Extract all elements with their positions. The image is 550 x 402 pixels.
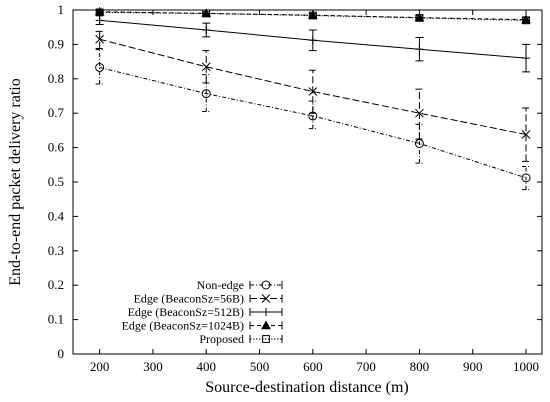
y-tick-label: 0.1 — [48, 312, 64, 327]
legend-errorbar-cap — [249, 321, 283, 330]
data-point — [415, 14, 424, 22]
data-point — [308, 11, 317, 20]
legend-errorbar-cap — [249, 335, 283, 343]
x-tick-label: 200 — [90, 359, 110, 374]
x-tick-label: 300 — [143, 359, 163, 374]
x-tick-label: 1000 — [513, 359, 539, 374]
error-bar — [415, 15, 424, 21]
error-bar — [95, 49, 104, 85]
error-bar — [415, 123, 424, 164]
legend-errorbar-cap — [249, 294, 283, 303]
legend-marker — [261, 280, 271, 290]
y-tick-label: 0.5 — [48, 174, 64, 189]
series-1 — [95, 30, 531, 162]
legend-errorbar-cap — [249, 281, 283, 289]
legend-label: Non-edge — [197, 278, 244, 292]
y-tick-label: 0.2 — [48, 277, 64, 292]
error-bar — [202, 11, 211, 16]
legend-label: Edge (BeaconSz=512B) — [128, 305, 244, 319]
error-bar — [95, 10, 104, 15]
data-point — [95, 16, 104, 25]
data-point — [521, 173, 531, 183]
data-point — [201, 89, 211, 99]
legend-marker — [262, 308, 270, 316]
series-4 — [95, 8, 531, 25]
series-line — [99, 11, 527, 21]
data-point — [201, 62, 211, 72]
data-point — [308, 36, 317, 45]
x-axis-label: Source-destination distance (m) — [205, 379, 409, 396]
error-bar — [522, 166, 531, 191]
y-tick-label: 1 — [58, 2, 65, 17]
y-tick-label: 0.4 — [48, 208, 65, 223]
y-tick-label: 0.9 — [48, 36, 64, 51]
series-layer — [94, 6, 531, 191]
y-axis-label: End-to-end packet delivery ratio — [7, 78, 24, 285]
series-2 — [95, 14, 531, 73]
y-tick-label: 0 — [58, 346, 65, 361]
legend-label: Edge (BeaconSz=56B) — [134, 292, 244, 306]
data-point — [522, 16, 530, 25]
legend-label: Edge (BeaconSz=1024B) — [122, 319, 244, 333]
legend-label: Proposed — [199, 332, 244, 346]
data-point — [522, 54, 531, 63]
data-point — [415, 108, 424, 118]
data-point — [307, 10, 318, 19]
data-point — [202, 9, 211, 18]
legend-marker — [262, 335, 270, 343]
y-tick-label: 0.6 — [48, 140, 65, 155]
x-tick-label: 400 — [196, 359, 216, 374]
y-tick-label: 0.8 — [48, 71, 64, 86]
y-tick-label: 0.3 — [48, 243, 64, 258]
legend-errorbar-cap — [249, 308, 283, 316]
axis-ticks: 200 300 400 500 600 700 800 900 1000 0 0.1 0.2 0.3 0.… — [48, 2, 542, 374]
data-point — [521, 130, 531, 139]
error-bar — [95, 30, 104, 50]
error-bar — [308, 100, 317, 130]
error-bar — [522, 17, 531, 24]
legend-marker — [261, 320, 271, 330]
legend-marker — [261, 294, 271, 303]
data-point — [95, 34, 105, 44]
y-tick-label: 0.7 — [48, 105, 65, 120]
data-point — [415, 45, 424, 54]
data-point — [95, 8, 104, 17]
x-tick-label: 600 — [303, 359, 323, 374]
data-point — [202, 25, 211, 34]
x-tick-label: 700 — [356, 359, 376, 374]
error-bar — [415, 88, 424, 140]
error-bar — [308, 12, 317, 19]
x-tick-label: 900 — [463, 359, 483, 374]
data-point — [308, 87, 318, 96]
x-tick-label: 500 — [250, 359, 270, 374]
series-line — [99, 38, 527, 136]
x-tick-label: 800 — [410, 359, 430, 374]
data-point — [95, 62, 105, 72]
